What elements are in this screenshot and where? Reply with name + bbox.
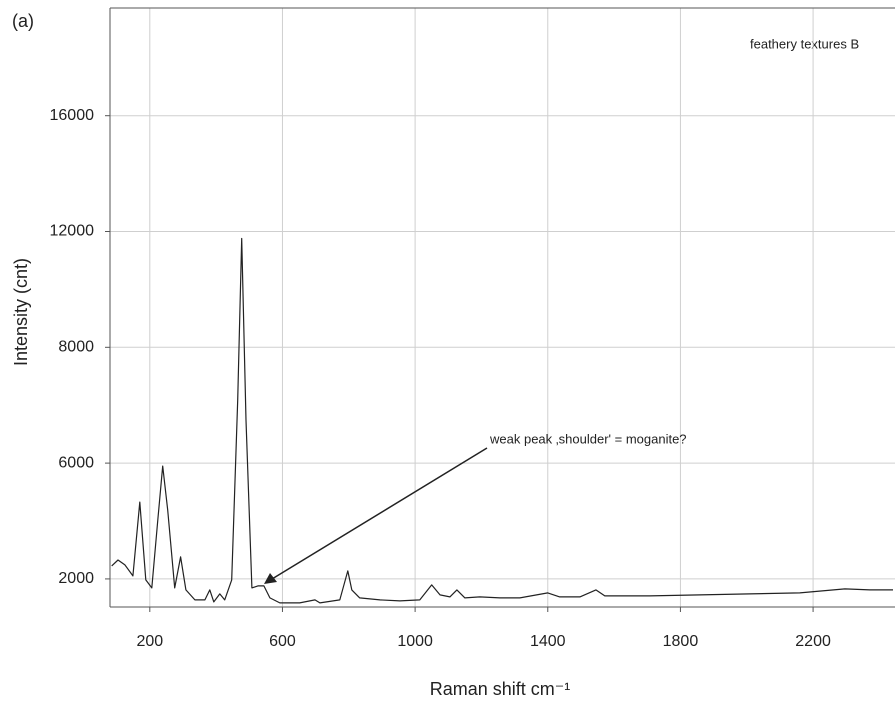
x-tick-label: 200 [136, 633, 163, 650]
y-tick-label: 8000 [58, 339, 94, 356]
x-tick-label: 1400 [530, 633, 566, 650]
y-tick-label: 6000 [58, 454, 94, 471]
annotation: weak peak ‚shoulder' = moganite? [489, 431, 687, 446]
x-tick-label: 2200 [795, 633, 831, 650]
legend-text: feathery textures B [750, 36, 859, 51]
annotation-arrow [271, 447, 488, 580]
panel-label: (a) [12, 11, 34, 31]
x-tick-label: 1000 [397, 633, 433, 650]
y-axis-label: Intensity (cnt) [11, 258, 31, 366]
y-tick-label: 2000 [58, 570, 94, 587]
x-tick-label: 1800 [663, 633, 699, 650]
arrow-head [264, 573, 277, 584]
plot-area [110, 8, 895, 607]
y-tick-label: 12000 [50, 223, 95, 240]
spectrum-line [111, 237, 893, 604]
y-tick-label: 16000 [50, 107, 95, 124]
x-tick-label: 600 [269, 633, 296, 650]
x-axis-label: Raman shift cm⁻¹ [430, 679, 571, 699]
